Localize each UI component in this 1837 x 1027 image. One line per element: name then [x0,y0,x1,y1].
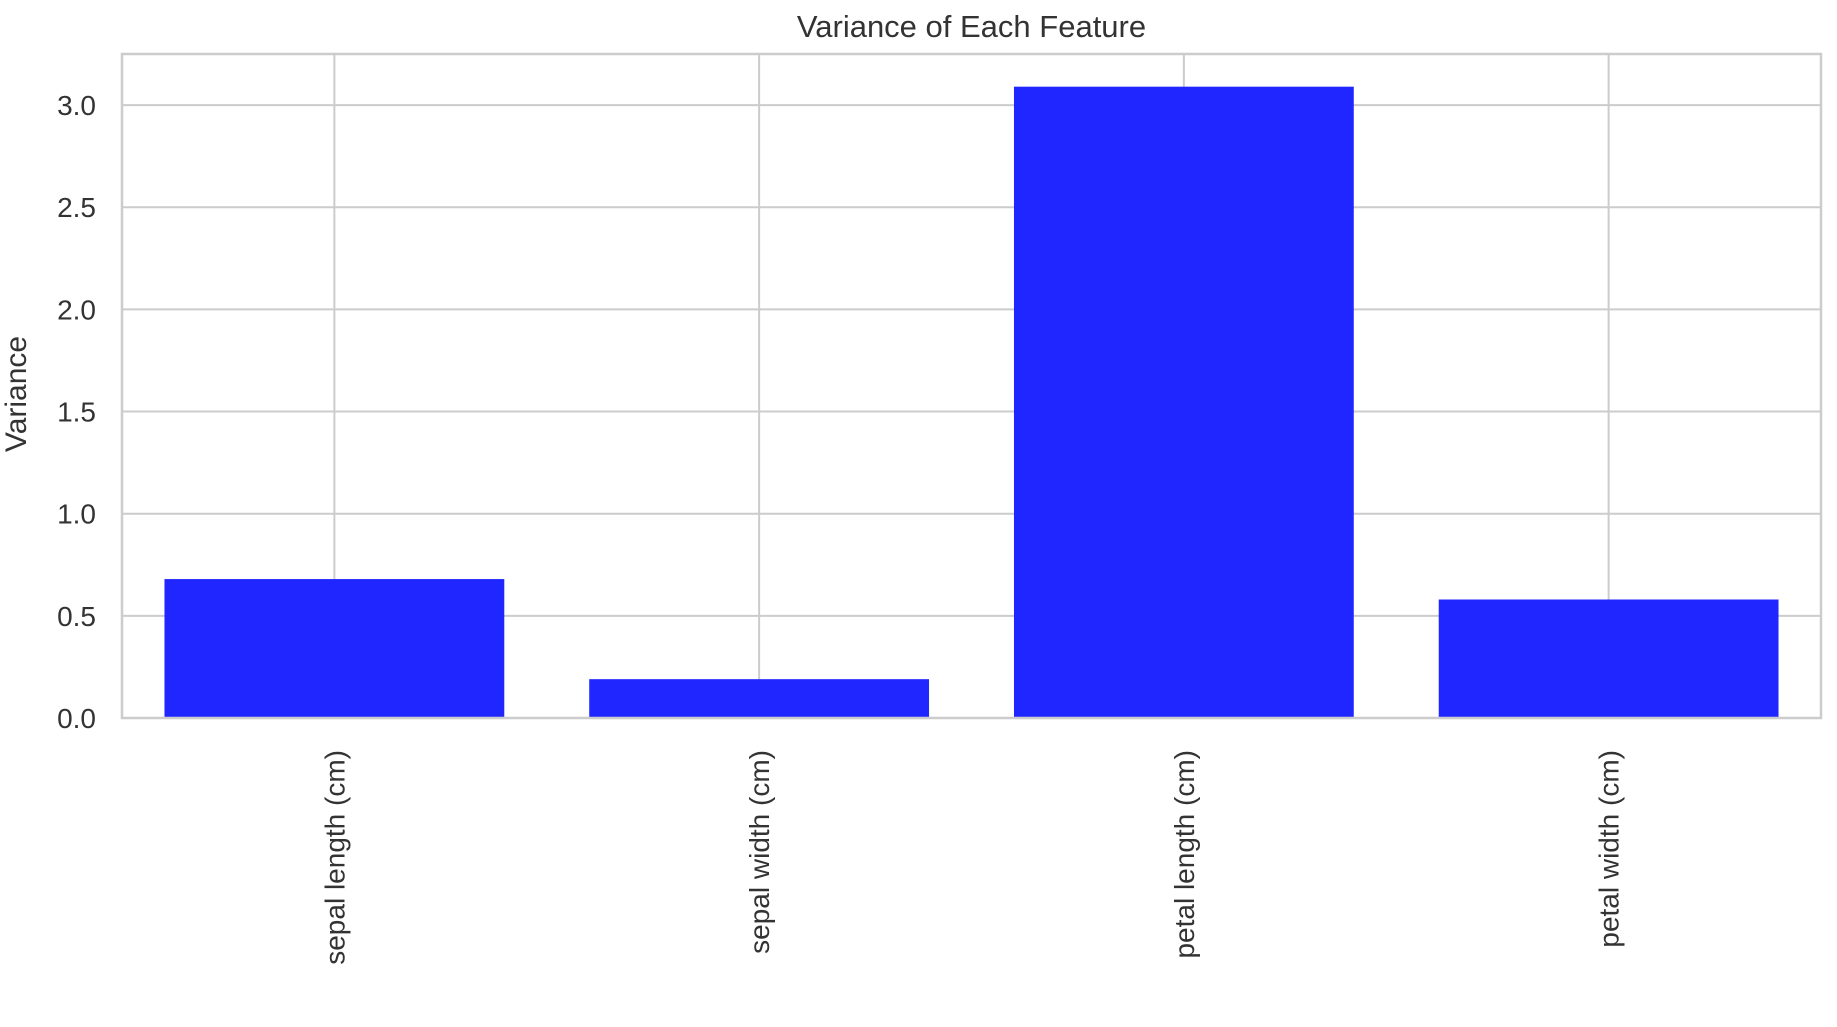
bar [164,579,505,718]
y-tick-label: 1.5 [57,397,96,428]
y-tick-label: 0.0 [57,703,96,734]
chart-title: Variance of Each Feature [797,9,1146,44]
y-tick-label: 0.5 [57,601,96,632]
bar [1438,599,1779,718]
plot-frame [120,52,1823,720]
y-tick-label: 2.5 [57,192,96,223]
x-tick-labels: sepal length (cm) sepal width (cm) petal l… [319,750,1624,965]
bar [1013,86,1354,719]
y-tick-label: 1.0 [57,499,96,530]
y-axis-label: Variance [0,336,33,452]
x-tick-label: sepal length (cm) [319,750,350,965]
y-tick-labels: 0.0 0.5 1.0 1.5 2.0 2.5 3.0 [57,90,96,734]
bar [589,679,930,718]
bars [164,86,1779,719]
y-tick-label: 2.0 [57,294,96,325]
y-tick-label: 3.0 [57,90,96,121]
x-tick-label: petal width (cm) [1594,750,1625,948]
x-tick-label: petal length (cm) [1169,750,1200,959]
x-tick-label: sepal width (cm) [744,750,775,954]
